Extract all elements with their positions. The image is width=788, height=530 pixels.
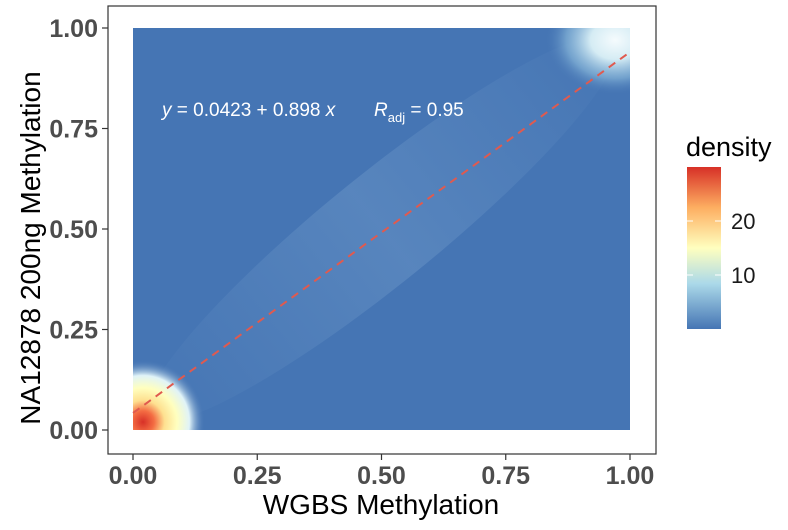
y-tick-label: 0.50 [49, 216, 98, 244]
r-symbol: R [374, 100, 388, 121]
x-tick-label: 0.75 [481, 462, 530, 490]
legend-tick-label: 10 [731, 263, 755, 288]
density-legend: density 10 20 [686, 132, 772, 329]
x-tick-label: 1.00 [606, 462, 655, 490]
equation-body: = 0.0423 + 0.898 [172, 100, 326, 121]
legend-colorbar [687, 167, 721, 329]
y-axis-title: NA12878 200ng Methylation [15, 71, 46, 424]
y-tick-label: 0.75 [49, 116, 98, 144]
x-axis: 0.00 0.25 0.50 0.75 1.00 [109, 454, 655, 490]
density-diagonal-band [145, 35, 618, 423]
x-tick-label: 0.50 [357, 462, 406, 490]
x-tick-label: 0.00 [109, 462, 158, 490]
legend-ticks: 10 20 [687, 209, 755, 288]
r-adjusted-label: Radj = 0.95 [374, 100, 464, 125]
x-tick-label: 0.25 [233, 462, 282, 490]
regression-equation: y = 0.0423 + 0.898 x [160, 100, 337, 121]
y-axis: 0.00 0.25 0.50 0.75 1.00 [49, 15, 108, 445]
density-field [133, 28, 630, 430]
y-tick-label: 0.00 [49, 417, 98, 445]
legend-tick-label: 20 [731, 209, 755, 234]
y-tick-label: 0.25 [49, 317, 98, 345]
equation-suffix: x [325, 100, 337, 121]
x-axis-title: WGBS Methylation [263, 489, 500, 520]
equation-prefix: y [160, 100, 173, 121]
legend-title: density [686, 132, 772, 162]
density-peak-low [133, 359, 205, 430]
y-tick-label: 1.00 [49, 15, 98, 43]
regression-fit-line [132, 51, 631, 414]
r-value: = 0.95 [405, 100, 464, 121]
r-subscript: adj [388, 110, 405, 125]
density-peak-high [545, 28, 630, 96]
